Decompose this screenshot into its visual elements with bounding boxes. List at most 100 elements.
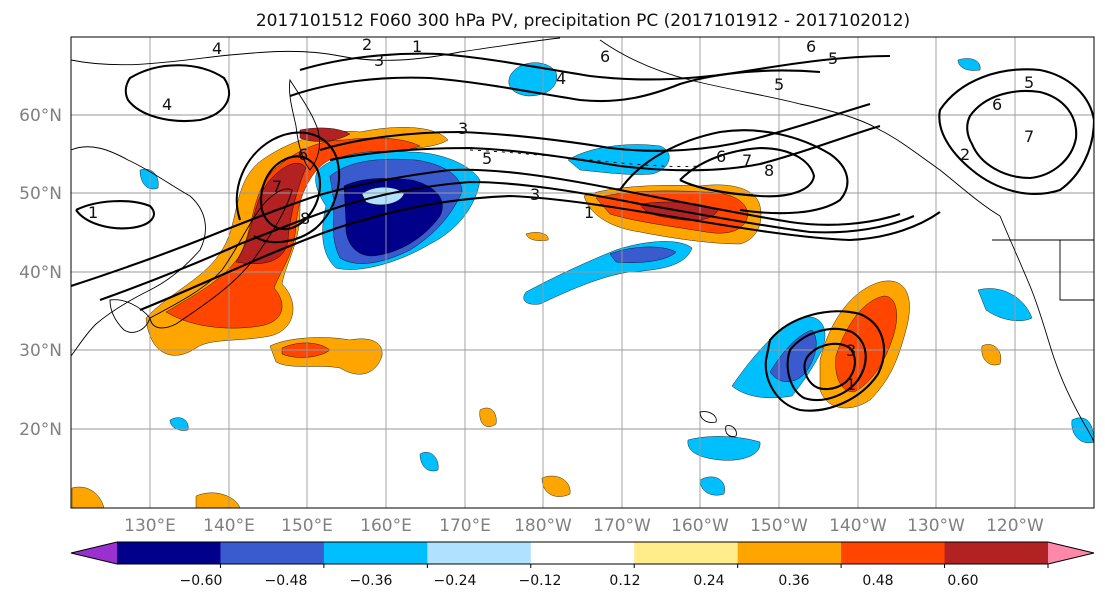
pv-label: 5	[1024, 73, 1034, 92]
precip-patch-9	[1071, 417, 1094, 444]
pv-contour-east-loop-inner	[966, 89, 1078, 180]
colorbar-segment	[323, 542, 428, 564]
coast-alaska	[599, 39, 1001, 217]
pv-label: 3	[530, 185, 540, 204]
pv-contour-north-1	[299, 52, 891, 81]
pv-label: 1	[412, 37, 422, 56]
pv-label: 7	[742, 151, 752, 170]
colorbar-segments	[71, 542, 1094, 564]
colorbar-tick-label: −0.12	[519, 573, 562, 589]
colorbar-tick-label: −0.60	[180, 573, 223, 589]
pv-label: 1	[584, 203, 594, 222]
colorbar: −0.60 −0.48 −0.36 −0.24 −0.12 0.12 0.24 …	[70, 541, 1095, 589]
precip-patch-2	[977, 288, 1033, 321]
lat-label: 30°N	[19, 341, 62, 361]
colorbar-segment	[220, 542, 325, 564]
pv-label: 4	[212, 39, 222, 58]
precip-patch-10	[169, 417, 189, 431]
latitude-labels: 60°N 50°N 40°N 30°N 20°N	[19, 106, 62, 440]
colorbar-tick-label: −0.36	[350, 573, 393, 589]
coast-siberia	[71, 37, 561, 66]
colorbar-segment	[737, 542, 842, 564]
colorbar-tick-label: 0.60	[947, 573, 978, 589]
pv-contour-north-2	[289, 69, 821, 103]
lon-label: 160°E	[360, 516, 412, 536]
lat-label: 20°N	[19, 420, 62, 440]
coast-hawaii	[699, 411, 737, 437]
colorbar-segment	[117, 542, 221, 564]
colorbar-tick-label: 0.12	[609, 573, 640, 589]
precip-positive-japan-north	[299, 127, 351, 142]
lon-label: 170°E	[439, 516, 491, 536]
precip-patch-3	[479, 407, 497, 427]
lon-label: 130°W	[907, 516, 965, 536]
colorbar-outline	[70, 541, 1095, 565]
pv-label: 4	[556, 69, 566, 88]
lon-label: 140°E	[203, 516, 255, 536]
precip-patch-11	[957, 58, 981, 71]
lon-label: 150°W	[750, 516, 808, 536]
coast-aleutians	[469, 149, 701, 167]
colorbar-ticks	[219, 564, 1049, 568]
pv-contour-labels: 4 2 1 3 6 5 4 4 5 6 5 7 6 1 3 5 3 6 7 8	[88, 35, 1034, 394]
us-border	[992, 239, 1094, 301]
precip-patch-1	[687, 436, 761, 461]
pv-label: 8	[764, 161, 774, 180]
pv-contour-jet-5	[319, 102, 871, 152]
precip-patch-8	[699, 476, 725, 496]
pv-label: 5	[828, 49, 838, 68]
lon-label: 130°E	[124, 516, 176, 536]
lon-label: 160°W	[671, 516, 729, 536]
pv-label: 2	[362, 35, 372, 54]
longitude-labels: 130°E 140°E 150°E 160°E 170°E 180°W 170°…	[124, 516, 1044, 536]
pv-label: 6	[298, 145, 308, 164]
precip-patch-14	[71, 486, 105, 508]
pv-label: 7	[1024, 127, 1034, 146]
pv-contour-east-loop	[938, 68, 1094, 195]
pv-label: 1	[846, 375, 856, 394]
pv-label: 6	[716, 147, 726, 166]
precip-patch-7	[419, 452, 439, 472]
lon-label: 140°W	[829, 516, 887, 536]
pv-contour-jet-2	[99, 180, 915, 301]
pv-contour-cutoff-low-inner	[803, 342, 856, 391]
precip-patch-4	[541, 475, 571, 497]
map-title: 2017101512 F060 300 hPa PV, precipitatio…	[256, 11, 910, 31]
pv-contour-ridge-150w-inner	[679, 146, 816, 198]
pv-label: 6	[806, 37, 816, 56]
pv-contour-west-loop	[124, 64, 230, 123]
coast-japan	[149, 188, 293, 329]
precip-shading	[71, 58, 1094, 508]
pv-label: 5	[482, 149, 492, 168]
pv-contours	[71, 52, 1094, 412]
lat-label: 50°N	[19, 184, 62, 204]
coastlines	[71, 37, 1094, 445]
coast-east-asia	[71, 146, 206, 357]
colorbar-segment	[634, 542, 739, 564]
lon-label: 120°W	[986, 516, 1044, 536]
pv-label: 3	[458, 119, 468, 138]
pv-contour-ridge-150w	[619, 129, 849, 215]
lat-label: 40°N	[19, 263, 62, 283]
pv-contour-cutoff-low-mid	[786, 327, 867, 402]
pv-contour-cutoff-low	[764, 310, 886, 412]
colorbar-extend-low	[71, 542, 117, 564]
colorbar-tick-label: −0.48	[265, 573, 308, 589]
pv-contour-trough-loop	[235, 131, 341, 244]
pv-contour-west-low	[75, 200, 155, 230]
pv-label: 4	[162, 95, 172, 114]
pv-label: 1	[88, 203, 98, 222]
pv-label: 7	[272, 177, 282, 196]
pv-contour-trough-loop-inner	[260, 155, 322, 230]
pv-contour-jet-1	[71, 168, 901, 287]
pv-label: 3	[846, 341, 856, 360]
colorbar-tick-labels: −0.60 −0.48 −0.36 −0.24 −0.12 0.12 0.24 …	[180, 573, 979, 589]
map-frame	[70, 36, 1095, 509]
colorbar-tick-label: 0.24	[693, 573, 724, 589]
colorbar-segment	[944, 542, 1049, 564]
pv-label: 5	[774, 75, 784, 94]
colorbar-segment	[530, 542, 635, 564]
pv-label: 6	[600, 47, 610, 66]
lat-label: 60°N	[19, 106, 62, 126]
